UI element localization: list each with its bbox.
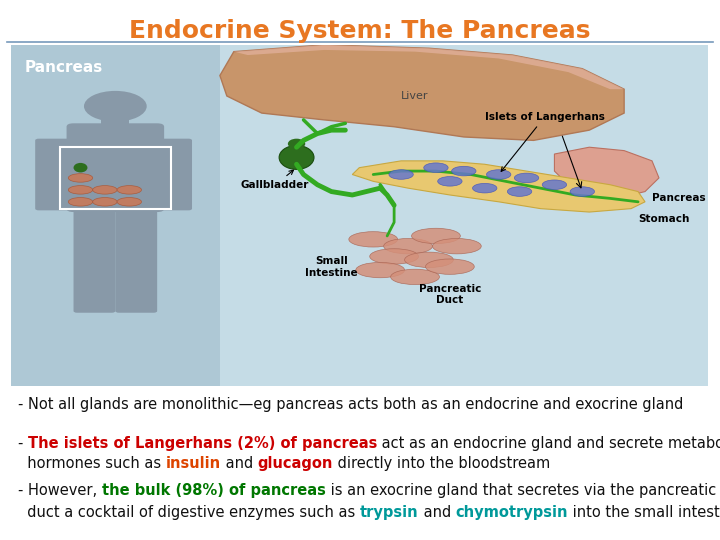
Polygon shape <box>234 45 624 89</box>
Ellipse shape <box>451 166 476 176</box>
Text: Gallbladder: Gallbladder <box>240 170 309 190</box>
Text: The islets of Langerhans (2%) of pancreas: The islets of Langerhans (2%) of pancrea… <box>28 436 377 451</box>
Text: hormones such as: hormones such as <box>18 456 166 471</box>
Ellipse shape <box>424 163 448 172</box>
Text: and: and <box>221 456 258 471</box>
Ellipse shape <box>356 262 405 278</box>
Text: into the small intestine: into the small intestine <box>568 505 720 520</box>
Bar <box>102 106 130 130</box>
Ellipse shape <box>542 180 567 190</box>
Text: Islets of Langerhans: Islets of Langerhans <box>485 112 605 171</box>
Text: the bulk (98%) of pancreas: the bulk (98%) of pancreas <box>102 483 325 498</box>
Text: Pancreas: Pancreas <box>24 60 103 75</box>
Ellipse shape <box>438 177 462 186</box>
Text: directly into the bloodstream: directly into the bloodstream <box>333 456 550 471</box>
Ellipse shape <box>384 239 433 254</box>
Ellipse shape <box>405 252 454 267</box>
Text: glucagon: glucagon <box>258 456 333 471</box>
Ellipse shape <box>68 174 93 182</box>
Ellipse shape <box>426 259 474 274</box>
Ellipse shape <box>279 145 314 170</box>
Ellipse shape <box>433 239 481 254</box>
Ellipse shape <box>389 170 413 179</box>
Ellipse shape <box>93 186 117 194</box>
Polygon shape <box>220 45 624 140</box>
Text: Pancreas: Pancreas <box>652 193 706 204</box>
Circle shape <box>84 91 147 122</box>
Text: - However,: - However, <box>18 483 102 498</box>
Ellipse shape <box>68 198 93 206</box>
Ellipse shape <box>391 269 439 285</box>
Text: -: - <box>18 436 28 451</box>
Polygon shape <box>554 147 659 198</box>
Text: chymotrypsin: chymotrypsin <box>455 505 568 520</box>
Ellipse shape <box>508 187 532 197</box>
Ellipse shape <box>93 198 117 206</box>
Ellipse shape <box>370 249 418 264</box>
Text: Pancreatic
Duct: Pancreatic Duct <box>419 284 481 305</box>
Text: act as an endocrine gland and secrete metabolic: act as an endocrine gland and secrete me… <box>377 436 720 451</box>
Text: Liver: Liver <box>401 91 429 101</box>
FancyBboxPatch shape <box>115 207 157 313</box>
Ellipse shape <box>288 139 305 149</box>
Text: insulin: insulin <box>166 456 221 471</box>
Text: trypsin: trypsin <box>360 505 418 520</box>
FancyBboxPatch shape <box>153 139 192 211</box>
Ellipse shape <box>117 186 142 194</box>
Ellipse shape <box>412 228 460 244</box>
Text: Endocrine System: The Pancreas: Endocrine System: The Pancreas <box>130 19 590 43</box>
Text: and: and <box>418 505 455 520</box>
Ellipse shape <box>514 173 539 183</box>
Ellipse shape <box>472 184 497 193</box>
Bar <box>60 147 171 208</box>
FancyBboxPatch shape <box>66 123 164 212</box>
Ellipse shape <box>117 198 142 206</box>
Ellipse shape <box>348 232 397 247</box>
Text: Stomach: Stomach <box>638 214 690 224</box>
Text: is an exocrine gland that secretes via the pancreatic: is an exocrine gland that secretes via t… <box>325 483 716 498</box>
Text: Small
Intestine: Small Intestine <box>305 256 358 278</box>
Ellipse shape <box>487 170 511 179</box>
Ellipse shape <box>68 186 93 194</box>
Text: duct a cocktail of digestive enzymes such as: duct a cocktail of digestive enzymes suc… <box>18 505 360 520</box>
FancyBboxPatch shape <box>73 207 115 313</box>
FancyBboxPatch shape <box>35 139 73 211</box>
Ellipse shape <box>73 163 87 172</box>
Polygon shape <box>352 161 645 212</box>
Text: - Not all glands are monolithic—eg pancreas acts both as an endocrine and exocri: - Not all glands are monolithic—eg pancr… <box>18 397 683 412</box>
Bar <box>11 45 220 386</box>
Ellipse shape <box>570 187 595 197</box>
